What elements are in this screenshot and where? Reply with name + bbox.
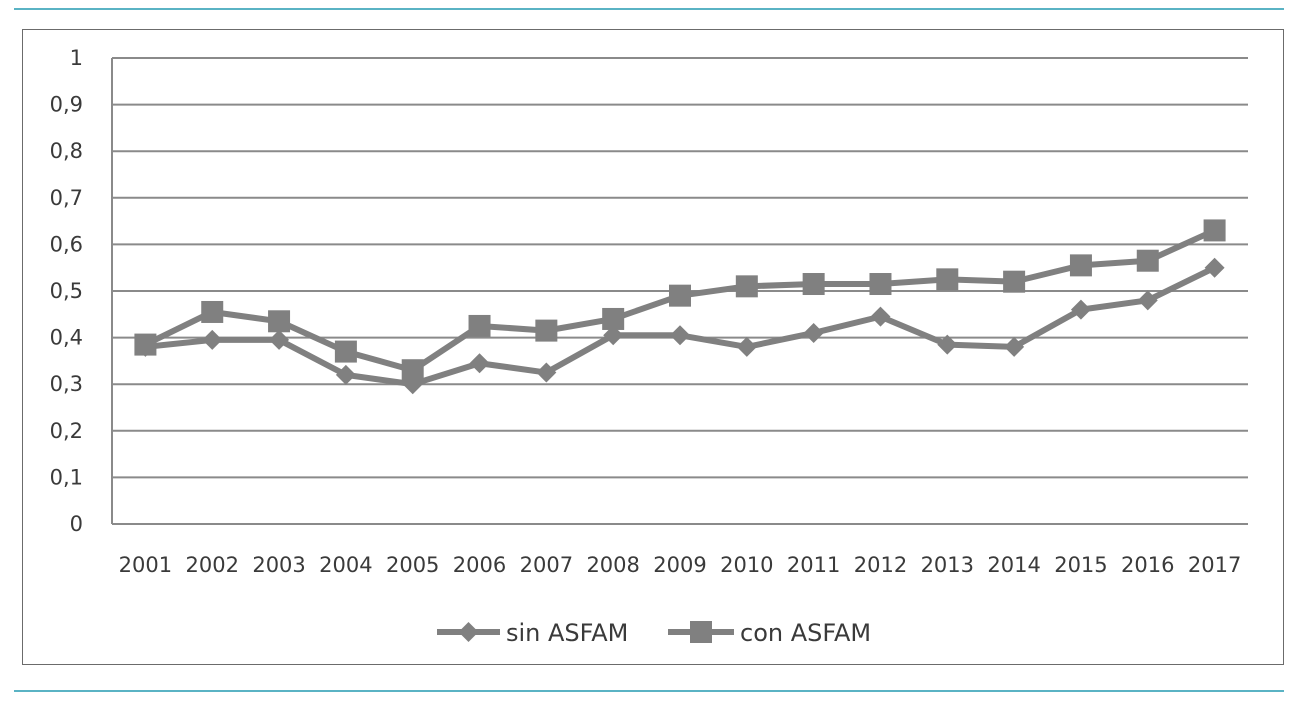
x-tick-label: 2010 — [720, 553, 773, 577]
gridlines — [111, 57, 1248, 525]
data-point-diamond — [469, 353, 490, 374]
y-tick-label: 0,5 — [50, 279, 83, 303]
y-tick-label: 0,1 — [50, 465, 83, 489]
y-axis-ticks: 0 0,1 0,2 0,3 0,4 0,5 0,6 0,7 0,8 0,9 1 — [50, 46, 83, 536]
data-point-diamond — [1137, 290, 1158, 311]
data-point-diamond — [937, 334, 958, 355]
data-point-diamond — [870, 306, 891, 327]
data-point-diamond — [1004, 336, 1025, 357]
data-point-diamond — [335, 364, 356, 385]
data-point-square — [201, 300, 224, 323]
x-tick-label: 2007 — [520, 553, 573, 577]
data-point-diamond — [670, 325, 690, 346]
x-tick-label: 2006 — [453, 553, 506, 577]
x-tick-label: 2004 — [319, 553, 372, 577]
y-tick-label: 1 — [70, 46, 83, 70]
x-tick-label: 2008 — [586, 553, 639, 577]
data-point-diamond — [536, 362, 557, 383]
data-point-diamond — [603, 325, 624, 346]
data-point-square — [1069, 254, 1092, 277]
x-tick-label: 2009 — [653, 553, 706, 577]
x-tick-label: 2011 — [787, 553, 840, 577]
y-tick-label: 0 — [70, 512, 83, 536]
y-tick-label: 0,4 — [50, 326, 83, 350]
data-point-diamond — [803, 322, 824, 343]
data-point-square — [669, 284, 691, 307]
data-point-square — [134, 333, 157, 356]
data-point-square — [1003, 270, 1026, 293]
y-tick-label: 0,6 — [50, 232, 83, 256]
data-point-square — [936, 268, 959, 291]
x-tick-label: 2017 — [1188, 553, 1241, 577]
chart-frame — [22, 29, 1284, 665]
legend-marker-diamond — [458, 622, 479, 642]
x-tick-label: 2012 — [854, 553, 907, 577]
x-tick-label: 2013 — [921, 553, 974, 577]
series-lines — [144, 227, 1216, 388]
data-point-square — [334, 340, 357, 363]
data-point-square — [802, 273, 825, 296]
y-tick-label: 0,3 — [50, 372, 83, 396]
data-point-diamond — [1204, 257, 1225, 278]
data-point-square — [1136, 249, 1159, 272]
series-markers — [134, 219, 1226, 395]
bottom-divider — [14, 690, 1284, 692]
x-tick-label: 2001 — [119, 553, 172, 577]
top-divider — [14, 8, 1284, 10]
legend-marker-square — [690, 621, 712, 643]
legend-label: con ASFAM — [740, 619, 871, 647]
data-point-square — [268, 310, 291, 333]
data-point-square — [869, 273, 892, 296]
data-point-diamond — [202, 329, 223, 350]
x-axis-ticks: 2001 2002 2003 2004 2005 2006 2007 2008 2009 2010… — [119, 553, 1242, 577]
x-tick-label: 2002 — [186, 553, 239, 577]
legend-label: sin ASFAM — [506, 619, 628, 647]
y-tick-label: 0,9 — [50, 93, 83, 117]
data-point-square — [602, 307, 625, 330]
legend: sin ASFAM con ASFAM — [437, 619, 871, 647]
data-point-diamond — [736, 336, 757, 357]
data-point-square — [468, 314, 491, 337]
data-point-square — [401, 359, 424, 382]
y-tick-label: 0,8 — [50, 139, 83, 163]
x-tick-label: 2014 — [987, 553, 1040, 577]
x-tick-label: 2005 — [386, 553, 439, 577]
x-tick-label: 2015 — [1054, 553, 1107, 577]
x-tick-label: 2003 — [252, 553, 305, 577]
data-point-diamond — [269, 329, 290, 350]
data-point-square — [535, 319, 558, 342]
data-point-diamond — [1070, 299, 1091, 320]
y-tick-label: 0,2 — [50, 419, 83, 443]
x-tick-label: 2016 — [1121, 553, 1174, 577]
data-point-square — [735, 275, 758, 298]
y-tick-label: 0,7 — [50, 186, 83, 210]
data-point-square — [1203, 219, 1226, 242]
